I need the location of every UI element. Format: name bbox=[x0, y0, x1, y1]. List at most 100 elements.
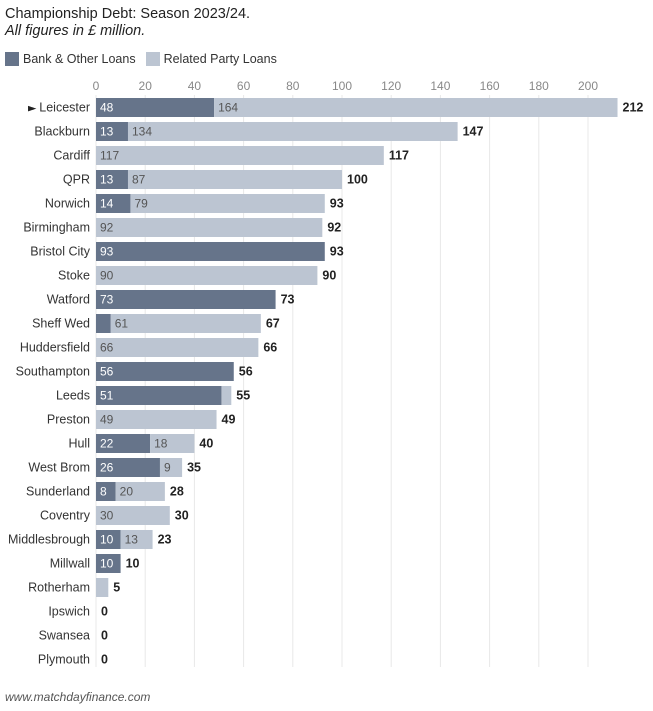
bar-related-party-loans bbox=[150, 434, 195, 453]
bar-bank-loans bbox=[96, 194, 131, 213]
data-label-bank: 10 bbox=[100, 557, 114, 571]
legend-label-related: Related Party Loans bbox=[163, 52, 277, 66]
category-label: Birmingham bbox=[23, 221, 90, 235]
total-label: 67 bbox=[266, 317, 280, 331]
bar-related-party-loans bbox=[127, 170, 342, 189]
data-label-bank: 10 bbox=[100, 533, 114, 547]
category-label: Sunderland bbox=[26, 485, 90, 499]
category-label: Hull bbox=[68, 437, 90, 451]
category-label: Middlesbrough bbox=[8, 533, 90, 547]
data-label-bank: 93 bbox=[100, 245, 114, 259]
bar-bank-loans bbox=[96, 122, 128, 141]
bar-bank-loans bbox=[96, 482, 116, 501]
bar-bank-loans bbox=[96, 314, 111, 333]
category-label: Leeds bbox=[56, 389, 90, 403]
data-label-bank: 22 bbox=[100, 437, 114, 451]
total-label: 212 bbox=[623, 101, 644, 115]
category-label: Plymouth bbox=[38, 653, 90, 667]
category-label: Coventry bbox=[40, 509, 91, 523]
bar-related-party-loans bbox=[96, 218, 323, 237]
source-footer: www.matchdayfinance.com bbox=[5, 690, 151, 704]
bar-related-party-loans bbox=[96, 146, 384, 165]
bar-related-party-loans bbox=[96, 578, 109, 597]
data-label-related: 92 bbox=[100, 221, 114, 235]
data-label-bank: 13 bbox=[100, 173, 114, 187]
total-label: 66 bbox=[263, 341, 277, 355]
x-tick-label: 40 bbox=[188, 79, 202, 93]
total-label: 92 bbox=[327, 221, 341, 235]
category-label: Millwall bbox=[50, 557, 90, 571]
category-label: Blackburn bbox=[34, 125, 90, 139]
bar-related-party-loans bbox=[96, 266, 318, 285]
bar-bank-loans bbox=[96, 170, 128, 189]
legend-item-related: Related Party Loans bbox=[145, 52, 277, 66]
data-label-bank: 51 bbox=[100, 389, 114, 403]
total-label: 93 bbox=[330, 197, 344, 211]
category-label: Norwich bbox=[45, 197, 90, 211]
x-tick-label: 200 bbox=[578, 79, 598, 93]
data-label-related: 49 bbox=[100, 413, 114, 427]
bar-bank-loans bbox=[96, 242, 325, 261]
total-label: 90 bbox=[322, 269, 336, 283]
legend-item-bank: Bank & Other Loans bbox=[5, 52, 136, 66]
chart-title: Championship Debt: Season 2023/24. bbox=[5, 6, 251, 22]
bar-bank-loans bbox=[96, 554, 121, 573]
category-label: Preston bbox=[47, 413, 90, 427]
x-tick-label: 120 bbox=[381, 79, 401, 93]
data-label-related: 61 bbox=[115, 317, 129, 331]
category-label: Southampton bbox=[16, 365, 90, 379]
bar-bank-loans bbox=[96, 362, 234, 381]
legend: Bank & Other Loans Related Party Loans bbox=[5, 52, 287, 66]
bar-related-party-loans bbox=[96, 338, 259, 357]
total-label: 73 bbox=[281, 293, 295, 307]
data-label-bank: 73 bbox=[100, 293, 114, 307]
bar-related-party-loans bbox=[115, 482, 165, 501]
x-tick-label: 160 bbox=[480, 79, 500, 93]
x-tick-label: 20 bbox=[139, 79, 153, 93]
category-label: West Brom bbox=[28, 461, 90, 475]
category-label: Cardiff bbox=[53, 149, 90, 163]
bar-related-party-loans bbox=[221, 386, 232, 405]
category-label: Ipswich bbox=[48, 605, 90, 619]
chart-subtitle: All figures in £ million. bbox=[5, 23, 146, 39]
total-label: 56 bbox=[239, 365, 253, 379]
category-label: Leicester bbox=[39, 101, 90, 115]
bar-related-party-loans bbox=[130, 194, 325, 213]
total-label: 100 bbox=[347, 173, 368, 187]
data-label-related: 117 bbox=[100, 149, 119, 163]
category-label: Sheff Wed bbox=[32, 317, 90, 331]
bar-bank-loans bbox=[96, 530, 121, 549]
total-label: 30 bbox=[175, 509, 189, 523]
total-label: 49 bbox=[222, 413, 236, 427]
category-label: Rotherham bbox=[28, 581, 90, 595]
x-tick-label: 0 bbox=[93, 79, 100, 93]
legend-swatch-related bbox=[145, 52, 160, 66]
bar-related-party-loans bbox=[159, 458, 183, 477]
data-label-related: 79 bbox=[134, 197, 148, 211]
x-tick-label: 100 bbox=[332, 79, 352, 93]
bar-related-party-loans bbox=[110, 314, 261, 333]
bar-related-party-loans bbox=[96, 506, 170, 525]
data-label-bank: 14 bbox=[100, 197, 114, 211]
bar-related-party-loans bbox=[127, 122, 458, 141]
total-label: 35 bbox=[187, 461, 201, 475]
legend-swatch-bank bbox=[5, 52, 19, 66]
total-label: 28 bbox=[170, 485, 184, 499]
data-label-related: 18 bbox=[154, 437, 168, 451]
total-label: 5 bbox=[113, 581, 120, 595]
data-label-related: 9 bbox=[164, 461, 171, 475]
bar-related-party-loans bbox=[120, 530, 153, 549]
total-label: 93 bbox=[330, 245, 344, 259]
data-label-bank: 13 bbox=[100, 125, 114, 139]
category-label: Huddersfield bbox=[20, 341, 90, 355]
x-tick-label: 140 bbox=[430, 79, 450, 93]
total-label: 0 bbox=[101, 653, 108, 667]
data-label-bank: 48 bbox=[100, 101, 114, 115]
data-label-bank: 56 bbox=[100, 365, 114, 379]
data-label-related: 66 bbox=[100, 341, 114, 355]
category-label: Stoke bbox=[58, 269, 90, 283]
category-label: QPR bbox=[63, 173, 90, 187]
data-label-related: 134 bbox=[132, 125, 152, 139]
total-label: 40 bbox=[199, 437, 213, 451]
